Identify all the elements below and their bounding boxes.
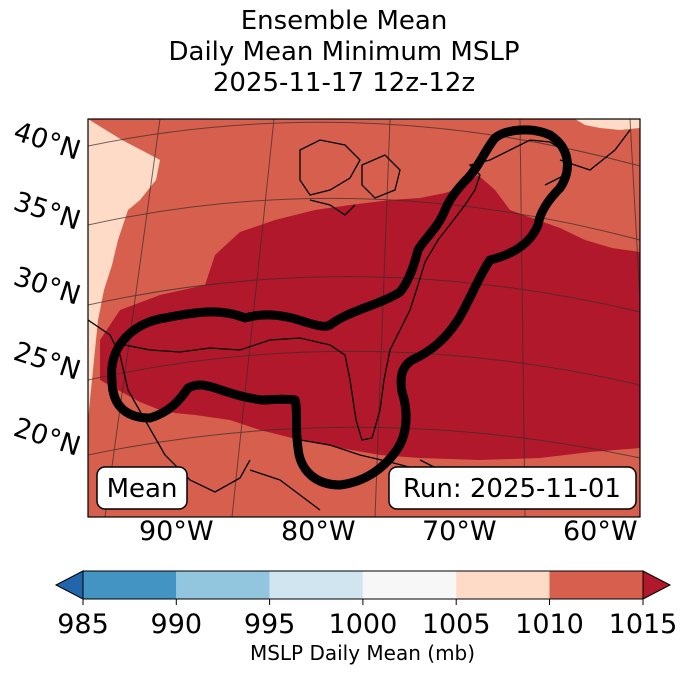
colorbar-tick-1015: 1015	[609, 609, 678, 640]
lat-label-40: 40°N	[10, 116, 84, 167]
colorbar-bin-1005-1010	[456, 571, 550, 599]
title-line-2: Daily Mean Minimum MSLP	[168, 37, 520, 67]
colorbar-bin-990-995	[176, 571, 270, 599]
mean-box	[96, 466, 188, 510]
colorbar-label: MSLP Daily Mean (mb)	[249, 641, 476, 665]
colorbar: 985 990 995 1000 1005 1010 1015	[54, 570, 678, 640]
colorbar-tick-1000: 1000	[329, 609, 398, 640]
colorbar-bin-985-990	[83, 571, 177, 599]
colorbar-tick-1005: 1005	[422, 609, 491, 640]
colorbar-tick-995: 995	[244, 609, 296, 640]
coastlines	[88, 129, 631, 511]
map-area	[88, 119, 640, 517]
run-box	[388, 466, 637, 510]
field-pale-west	[88, 119, 160, 420]
lat-label-20: 20°N	[10, 412, 84, 463]
lon-label-90: 90°W	[139, 516, 214, 547]
lon-label-60: 60°W	[563, 516, 638, 547]
lat-label-25: 25°N	[10, 336, 84, 387]
mean-label: Mean	[107, 474, 178, 504]
lat-label-35: 35°N	[10, 186, 84, 237]
lon-label-70: 70°W	[422, 516, 497, 547]
field-low-core	[100, 175, 640, 460]
title-line-1: Ensemble Mean	[240, 6, 448, 36]
lon-label-80: 80°W	[281, 516, 356, 547]
minimum-mslp-contour	[107, 125, 572, 490]
colorbar-bin-995-1000	[269, 571, 363, 599]
colorbar-bin-1000-1005	[362, 571, 457, 599]
colorbar-over-arrow	[642, 570, 672, 600]
title-line-3: 2025-11-17 12z-12z	[212, 68, 476, 98]
colorbar-under-arrow	[54, 570, 84, 600]
run-label: Run: 2025-11-01	[403, 474, 621, 504]
colorbar-tick-1010: 1010	[515, 609, 584, 640]
colorbar-tick-990: 990	[151, 609, 203, 640]
map-frame	[87, 118, 641, 518]
colorbar-bin-1010-1015	[549, 571, 643, 599]
colorbar-tick-985: 985	[57, 609, 109, 640]
field-pale-northeast	[575, 119, 640, 130]
chart-title: Ensemble Mean Daily Mean Minimum MSLP 20…	[0, 6, 688, 99]
lat-label-30: 30°N	[10, 261, 84, 312]
